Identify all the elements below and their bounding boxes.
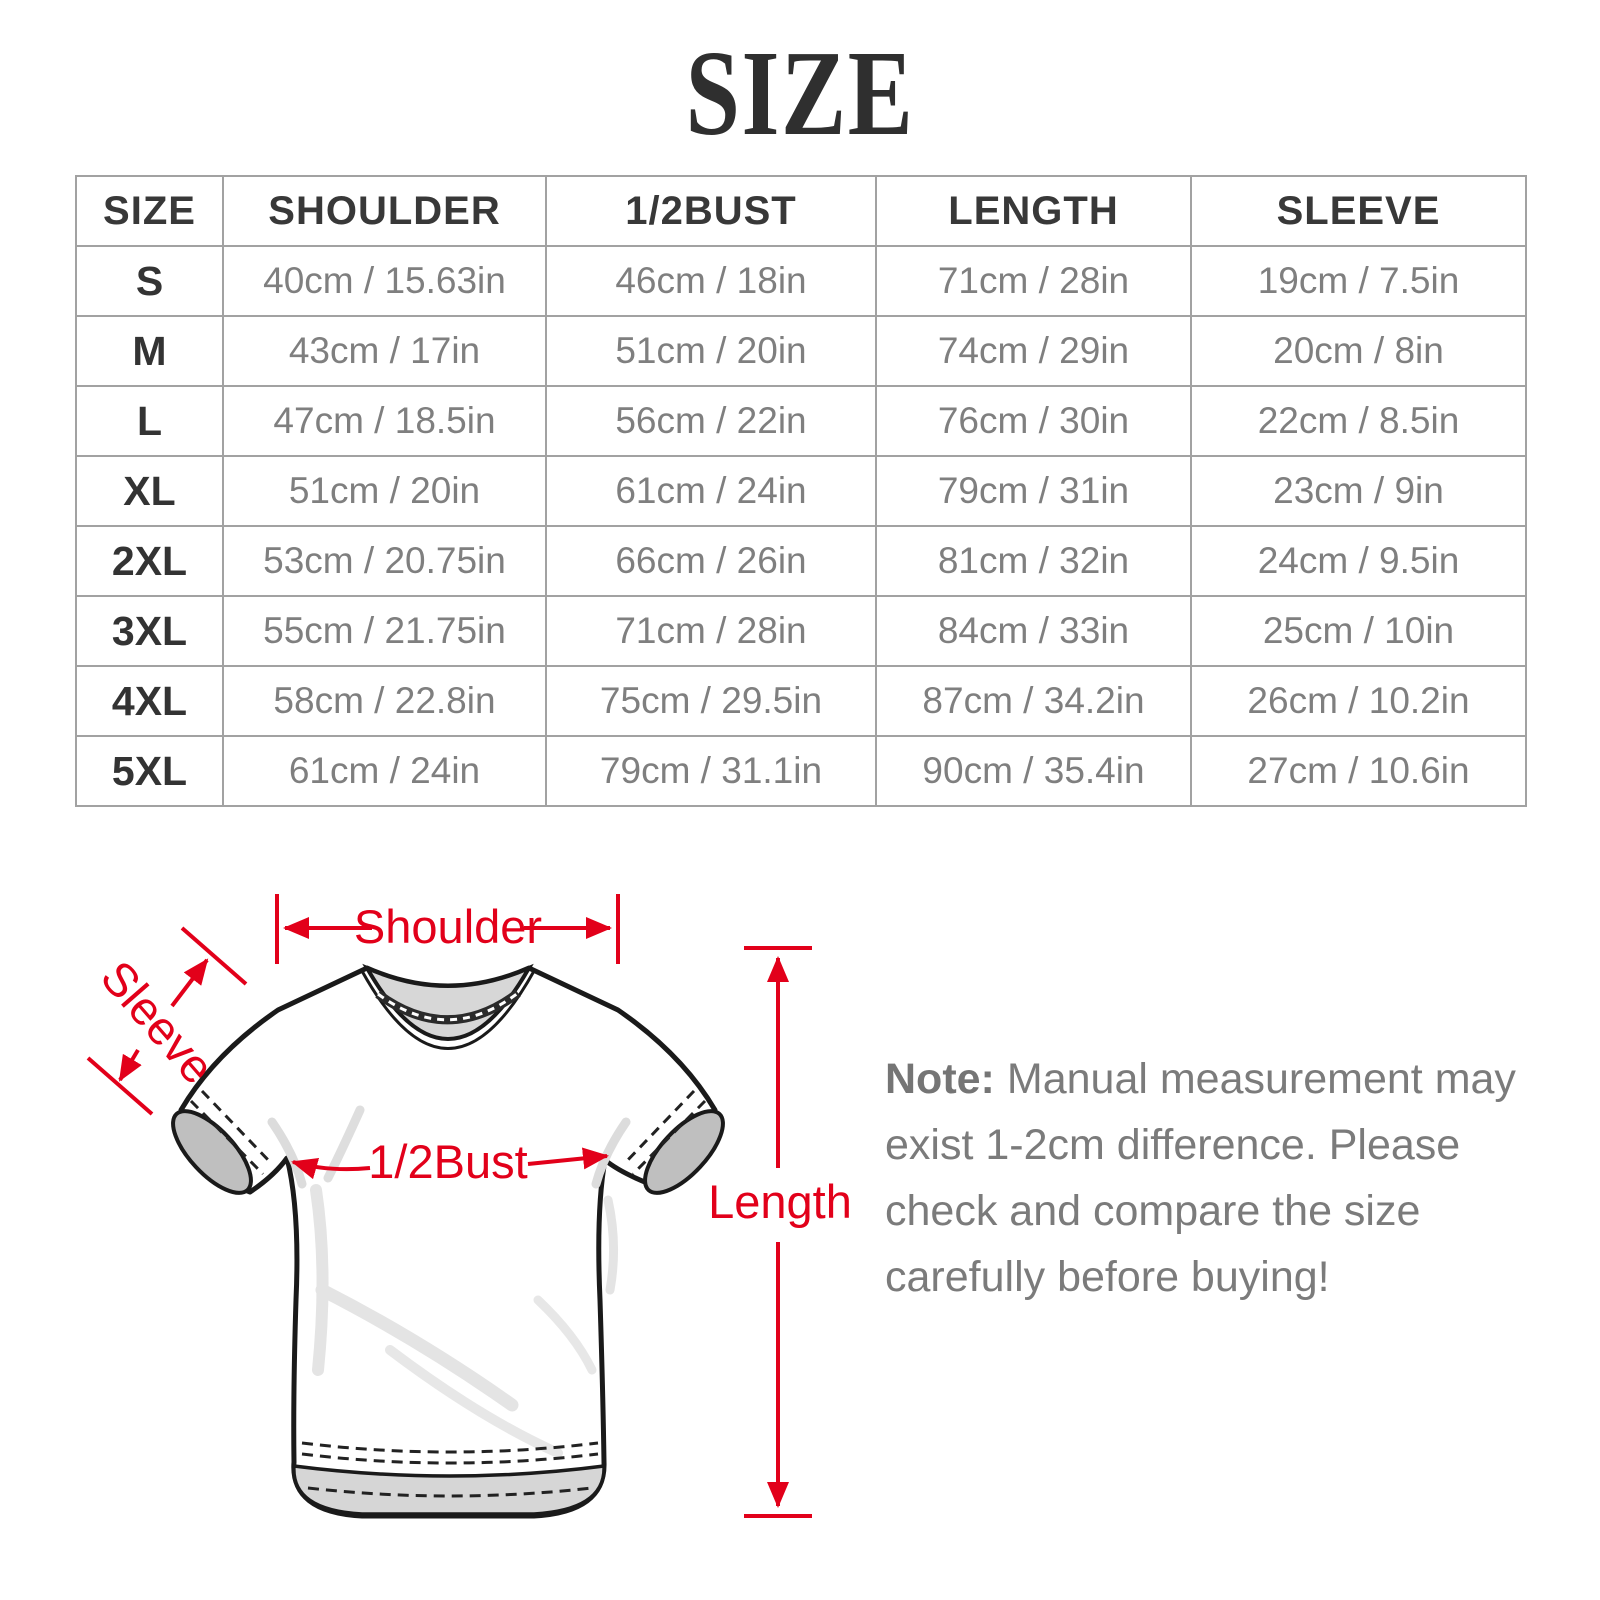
sleeve-value-cell: 24cm / 9.5in — [1190, 525, 1527, 597]
tshirt-illustration: Shoulder Sleeve 1/2Bust Length — [86, 894, 852, 1519]
sleeve-tick-top — [180, 926, 248, 986]
note-label: Note: — [885, 1055, 995, 1103]
bust-value-cell: 75cm / 29.5in — [545, 665, 877, 737]
header-shoulder: SHOULDER — [222, 175, 547, 247]
note-line: check and compare the size — [885, 1187, 1421, 1235]
shoulder-value-cell: 61cm / 24in — [222, 735, 547, 807]
size-label-cell: S — [75, 245, 224, 317]
table-row: M 43cm / 17in 51cm / 20in 74cm / 29in 20… — [75, 315, 1527, 387]
size-label-cell: M — [75, 315, 224, 387]
size-label-cell: 3XL — [75, 595, 224, 667]
sleeve-value-cell: 19cm / 7.5in — [1190, 245, 1527, 317]
length-value-cell: 87cm / 34.2in — [875, 665, 1192, 737]
bust-value-cell: 51cm / 20in — [545, 315, 877, 387]
shoulder-label: Shoulder — [354, 900, 542, 953]
right-sleeve-cuff — [622, 1089, 725, 1195]
table-row: 4XL 58cm / 22.8in 75cm / 29.5in 87cm / 3… — [75, 665, 1527, 737]
length-value-cell: 81cm / 32in — [875, 525, 1192, 597]
shoulder-value-cell: 58cm / 22.8in — [222, 665, 547, 737]
note-line: exist 1-2cm difference. Please — [885, 1121, 1461, 1169]
shoulder-arrow — [275, 894, 620, 964]
size-label-cell: XL — [75, 455, 224, 527]
sleeve-value-cell: 20cm / 8in — [1190, 315, 1527, 387]
bust-label: 1/2Bust — [368, 1135, 527, 1188]
size-label-cell: 2XL — [75, 525, 224, 597]
table-row: L 47cm / 18.5in 56cm / 22in 76cm / 30in … — [75, 385, 1527, 457]
shoulder-value-cell: 40cm / 15.63in — [222, 245, 547, 317]
header-length: LENGTH — [875, 175, 1192, 247]
measurement-diagram: Shoulder Sleeve 1/2Bust Length — [60, 870, 860, 1570]
note-text: Manual measurement may — [1006, 1055, 1516, 1103]
table-row: 3XL 55cm / 21.75in 71cm / 28in 84cm / 33… — [75, 595, 1527, 667]
header-sleeve: SLEEVE — [1190, 175, 1527, 247]
measurement-note: Note: Manual measurement may exist 1-2cm … — [885, 1046, 1545, 1310]
bust-value-cell: 71cm / 28in — [545, 595, 877, 667]
size-table: SIZE SHOULDER 1/2BUST LENGTH SLEEVE S 40… — [75, 175, 1527, 807]
sleeve-value-cell: 22cm / 8.5in — [1190, 385, 1527, 457]
size-label-cell: 4XL — [75, 665, 224, 737]
sleeve-label: Sleeve — [91, 950, 225, 1093]
tshirt-body — [171, 963, 725, 1519]
shoulder-value-cell: 51cm / 20in — [222, 455, 547, 527]
table-row: 5XL 61cm / 24in 79cm / 31.1in 90cm / 35.… — [75, 735, 1527, 807]
left-sleeve-cuff — [171, 1089, 274, 1195]
length-value-cell: 74cm / 29in — [875, 315, 1192, 387]
note-line: carefully before buying! — [885, 1253, 1330, 1301]
bust-value-cell: 66cm / 26in — [545, 525, 877, 597]
length-value-cell: 79cm / 31in — [875, 455, 1192, 527]
page-title: SIZE — [685, 26, 915, 161]
collar — [360, 963, 536, 1050]
bust-value-cell: 56cm / 22in — [545, 385, 877, 457]
sleeve-value-cell: 26cm / 10.2in — [1190, 665, 1527, 737]
shoulder-value-cell: 55cm / 21.75in — [222, 595, 547, 667]
size-label-cell: 5XL — [75, 735, 224, 807]
note-line: Note: Manual measurement may — [885, 1046, 1545, 1112]
sleeve-tick-bottom — [86, 1056, 154, 1116]
length-label: Length — [708, 1175, 852, 1228]
table-row: S 40cm / 15.63in 46cm / 18in 71cm / 28in… — [75, 245, 1527, 317]
length-arrow — [744, 946, 812, 1518]
bust-value-cell: 46cm / 18in — [545, 245, 877, 317]
length-value-cell: 84cm / 33in — [875, 595, 1192, 667]
length-value-cell: 76cm / 30in — [875, 385, 1192, 457]
shoulder-value-cell: 43cm / 17in — [222, 315, 547, 387]
shoulder-value-cell: 53cm / 20.75in — [222, 525, 547, 597]
bust-value-cell: 79cm / 31.1in — [545, 735, 877, 807]
bottom-hem — [292, 1441, 606, 1516]
table-row: XL 51cm / 20in 61cm / 24in 79cm / 31in 2… — [75, 455, 1527, 527]
table-row: 2XL 53cm / 20.75in 66cm / 26in 81cm / 32… — [75, 525, 1527, 597]
sleeve-arrow — [86, 926, 248, 1116]
size-label-cell: L — [75, 385, 224, 457]
table-header-row: SIZE SHOULDER 1/2BUST LENGTH SLEEVE — [75, 175, 1527, 247]
header-size: SIZE — [75, 175, 224, 247]
bust-value-cell: 61cm / 24in — [545, 455, 877, 527]
length-value-cell: 90cm / 35.4in — [875, 735, 1192, 807]
sleeve-value-cell: 25cm / 10in — [1190, 595, 1527, 667]
tshirt-outline — [178, 965, 719, 1519]
length-value-cell: 71cm / 28in — [875, 245, 1192, 317]
sleeve-value-cell: 23cm / 9in — [1190, 455, 1527, 527]
wrinkle-shading — [267, 1105, 631, 1458]
bust-arrow — [291, 1147, 609, 1180]
shoulder-value-cell: 47cm / 18.5in — [222, 385, 547, 457]
header-bust: 1/2BUST — [545, 175, 877, 247]
sleeve-value-cell: 27cm / 10.6in — [1190, 735, 1527, 807]
